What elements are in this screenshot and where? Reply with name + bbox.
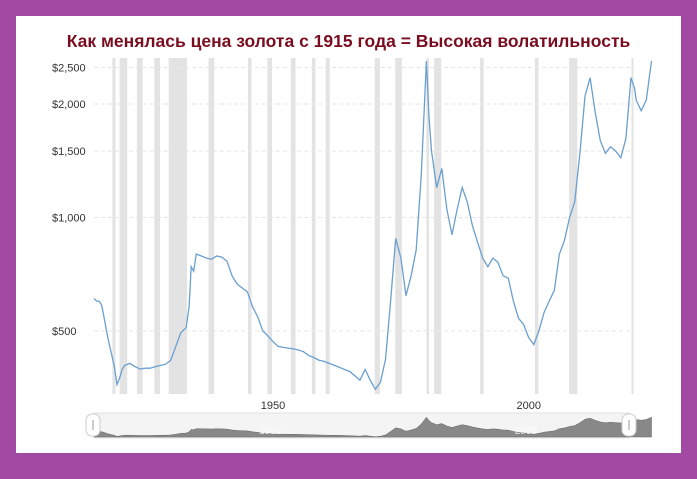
recession-band [426, 58, 429, 394]
y-tick-label: $2,500 [52, 63, 86, 75]
navigator-left-handle[interactable] [85, 413, 101, 437]
navigator-right-handle[interactable] [621, 413, 637, 437]
gridlines [94, 67, 631, 332]
recession-band [247, 58, 252, 394]
navigator-tick-label: 1950 [259, 426, 282, 437]
recession-band [119, 58, 128, 394]
x-tick-label: 1950 [261, 400, 285, 412]
y-tick-label: $1,500 [52, 146, 86, 158]
recession-bands [112, 58, 634, 394]
y-tick-label: $2,000 [52, 99, 86, 111]
recession-band [136, 58, 143, 394]
recession-band [208, 58, 215, 394]
recession-band [631, 58, 634, 394]
navigator-tick-label: 2000 [515, 426, 538, 437]
navigator-area [93, 416, 652, 438]
gold-price-line [93, 61, 653, 391]
y-tick-label: $1,000 [52, 212, 86, 224]
recession-band [267, 58, 272, 394]
recession-band [154, 58, 160, 394]
x-axis: 1950 2000 [261, 400, 541, 412]
recession-band [168, 58, 188, 394]
chart-svg: $500 $1,000 $1,500 $2,000 $2,500 1950 2000 19… [52, 58, 653, 439]
x-tick-label: 2000 [516, 400, 540, 412]
y-axis: $500 $1,000 $1,500 $2,000 $2,500 [52, 63, 86, 338]
recession-band [112, 58, 116, 394]
recession-band [480, 58, 484, 394]
chart-title: Как менялась цена золота с 1915 года = В… [66, 31, 631, 51]
recession-band [290, 58, 296, 394]
recession-band [395, 58, 402, 394]
recession-band [374, 58, 380, 394]
navigator-ticks: 1950 2000 [259, 426, 537, 437]
recession-band [534, 58, 539, 394]
recession-band [569, 58, 578, 394]
y-tick-label: $500 [52, 326, 76, 338]
chart-frame: Как менялась цена золота с 1915 года = В… [16, 16, 681, 453]
recession-band [325, 58, 330, 394]
recession-band [311, 58, 316, 394]
recession-band [434, 58, 442, 394]
range-navigator[interactable]: 1950 2000 [85, 412, 652, 439]
